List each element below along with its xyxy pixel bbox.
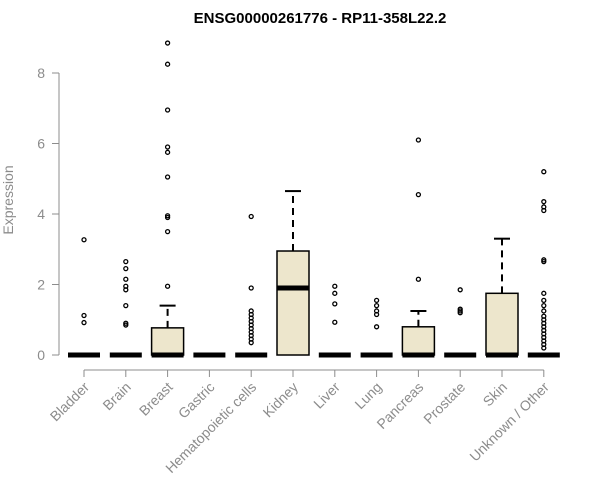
outlier-point <box>415 191 422 198</box>
y-tick-label: 2 <box>37 277 45 293</box>
outlier-point <box>457 310 463 316</box>
outlier-point <box>164 107 171 113</box>
outlier-point <box>332 319 338 325</box>
x-tick-label: Kidney <box>260 379 302 421</box>
outlier-point <box>373 302 380 309</box>
x-tick-label: Prostate <box>420 379 468 427</box>
box-body <box>401 326 436 356</box>
outlier-point <box>541 207 547 214</box>
outlier-point <box>164 228 171 235</box>
x-tick-label: Lung <box>351 379 384 412</box>
x-tick-label: Breast <box>136 379 176 419</box>
outlier-point <box>541 302 547 309</box>
boxes-group <box>68 40 560 358</box>
outlier-point <box>123 276 129 282</box>
x-tick-label: Unknown / Other <box>466 379 552 465</box>
outlier-point <box>415 276 422 282</box>
outlier-point <box>248 285 254 291</box>
outlier-point <box>541 199 547 205</box>
outlier-point <box>164 144 171 150</box>
outlier-point <box>541 308 547 314</box>
outlier-point <box>332 283 338 289</box>
box-body <box>150 327 185 356</box>
box-body <box>485 292 519 356</box>
box-hematopoietic-cells <box>235 213 268 358</box>
outlier-point <box>373 324 380 330</box>
outlier-point <box>164 61 171 67</box>
outlier-point <box>373 311 380 318</box>
y-tick-label: 8 <box>37 65 45 81</box>
outlier-point <box>81 237 87 243</box>
outlier-point <box>123 322 129 328</box>
box-skin <box>485 237 519 358</box>
outlier-point <box>248 213 254 220</box>
x-tick-label: Brain <box>99 379 133 413</box>
outlier-point <box>164 283 171 289</box>
box-kidney <box>276 190 310 356</box>
outlier-point <box>123 320 129 326</box>
outlier-point <box>541 297 547 304</box>
outlier-point <box>415 137 422 143</box>
outlier-point <box>457 308 463 314</box>
box-brain <box>109 258 142 358</box>
y-tick-label: 4 <box>37 206 45 222</box>
y-tick-label: 0 <box>37 347 45 363</box>
outlier-point <box>123 258 129 265</box>
y-axis-label: Expression <box>0 165 16 234</box>
box-liver <box>318 283 351 358</box>
outlier-point <box>541 290 547 296</box>
outlier-point <box>332 290 338 296</box>
outlier-point <box>164 149 171 155</box>
box-bladder <box>68 237 100 358</box>
x-tick-label: Skin <box>480 379 511 410</box>
outlier-point <box>248 340 254 346</box>
outlier-point <box>541 258 547 265</box>
x-tick-label: Bladder <box>47 379 93 425</box>
outlier-point <box>81 319 87 326</box>
y-tick-label: 6 <box>37 136 45 152</box>
outlier-point <box>541 169 547 175</box>
outlier-point <box>332 301 338 307</box>
outlier-point <box>123 302 129 309</box>
outlier-point <box>81 312 87 319</box>
box-prostate <box>444 287 477 358</box>
outlier-point <box>164 213 171 219</box>
outlier-point <box>123 265 129 272</box>
outlier-point <box>457 287 463 293</box>
box-body <box>276 250 310 356</box>
box-breast <box>150 40 185 358</box>
outlier-point <box>164 40 171 46</box>
outlier-point <box>541 257 547 263</box>
outlier-point <box>541 345 547 351</box>
outlier-point <box>373 297 380 304</box>
y-axis: 0 2 4 6 8 <box>37 65 60 363</box>
outlier-point <box>164 174 171 180</box>
box-pancreas <box>401 137 436 358</box>
chart-title: ENSG00000261776 - RP11-358L22.2 <box>194 10 447 27</box>
outlier-point <box>123 287 129 293</box>
box-lung <box>360 297 393 358</box>
outlier-point <box>164 214 171 221</box>
x-tick-label: Liver <box>310 379 343 412</box>
box-unknown-other <box>527 169 560 358</box>
